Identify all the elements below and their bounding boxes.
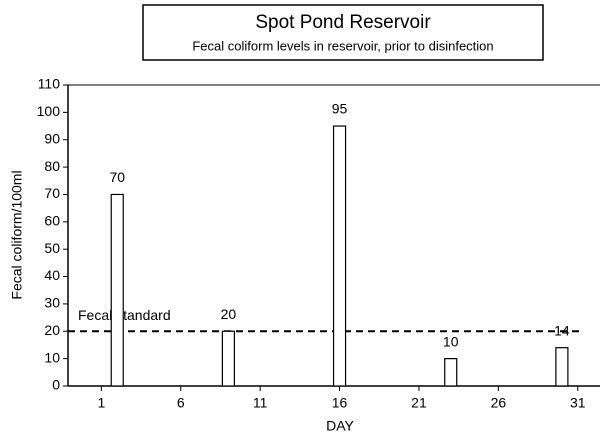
y-tick-label: 0: [52, 377, 60, 393]
chart-subtitle: Fecal coliform levels in reservoir, prio…: [192, 38, 493, 53]
title-box: [142, 4, 544, 61]
x-tick-label: 21: [411, 395, 427, 411]
data-label: 70: [109, 169, 125, 185]
y-tick-label: 70: [44, 185, 60, 201]
x-tick-label: 1: [97, 395, 105, 411]
bar: [221, 330, 235, 387]
y-tick-label: 90: [44, 130, 60, 146]
x-tick-label: 11: [253, 395, 268, 411]
y-tick-label: 100: [37, 103, 61, 119]
data-label: 14: [554, 322, 570, 338]
bar: [332, 125, 347, 387]
bar: [444, 358, 458, 387]
y-axis-label: Fecal coliform/100ml: [9, 170, 25, 299]
y-tick-label: 60: [44, 213, 60, 229]
reference-label: Fecal standard: [78, 307, 171, 323]
y-tick-label: 30: [44, 295, 60, 311]
data-label: 20: [221, 306, 237, 322]
chart-title: Spot Pond Reservoir: [255, 12, 431, 33]
data-label: 10: [443, 333, 459, 349]
y-tick-label: 20: [44, 322, 60, 338]
y-tick-label: 50: [44, 240, 60, 256]
x-tick-label: 16: [332, 395, 348, 411]
x-tick-label: 26: [491, 395, 507, 411]
bar: [555, 347, 569, 387]
x-tick-label: 6: [177, 395, 185, 411]
bar: [110, 193, 124, 387]
y-tick-label: 10: [44, 349, 60, 365]
y-tick-label: 80: [44, 158, 60, 174]
data-label: 95: [332, 101, 348, 117]
y-tick-label: 110: [38, 76, 61, 92]
x-axis-label: DAY: [326, 418, 354, 434]
x-tick-label: 31: [570, 395, 586, 411]
y-tick-label: 40: [44, 267, 60, 283]
